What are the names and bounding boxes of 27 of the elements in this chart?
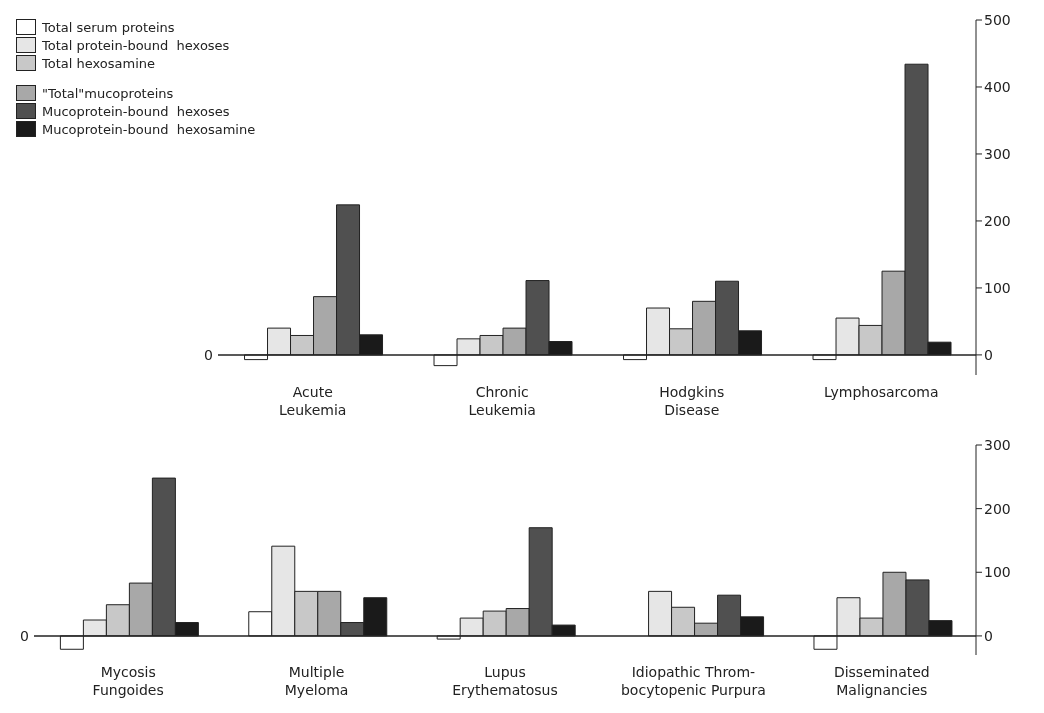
y-tick-label: 200: [984, 500, 1011, 517]
x-tick-label: Acute Leukemia: [279, 384, 347, 418]
x-tick-label: Lupus Erythematosus: [452, 664, 558, 698]
y-tick-label: 500: [984, 11, 1011, 28]
text: 0: [20, 627, 29, 644]
y-tick-label: 200: [984, 212, 1011, 229]
x-tick-label: Chronic Leukemia: [468, 384, 536, 418]
legend-label: Total serum proteins: [42, 19, 175, 35]
legend-label: Mucoprotein-bound hexoses: [42, 103, 230, 119]
y-tick-label: 0: [984, 627, 993, 644]
legend-label: Mucoprotein-bound hexosamine: [42, 121, 256, 137]
legend-label: Total protein-bound hexoses: [42, 37, 230, 53]
y-tick-label: 400: [984, 78, 1011, 95]
x-tick-label: Disseminated Malignancies: [833, 664, 930, 698]
y-tick-label: 0: [984, 346, 993, 363]
y-tick-label: 300: [984, 145, 1011, 162]
legend-label: Total hexosamine: [42, 55, 156, 71]
legend-label: "Total"mucoproteins: [42, 85, 174, 101]
y-tick-label: 300: [984, 436, 1011, 453]
y-tick-label: 100: [984, 279, 1011, 296]
x-tick-label: Idiopathic Throm- bocytopenic Purpura: [620, 664, 766, 698]
x-tick-label: Multiple Myeloma: [284, 664, 349, 698]
x-tick-label: Mycosis Fungoides: [92, 664, 164, 698]
x-tick-label: Hodgkins Disease: [659, 384, 725, 418]
text: 0: [204, 346, 213, 363]
x-tick-label: Lymphosarcoma: [823, 384, 939, 400]
y-tick-label: 100: [984, 564, 1011, 581]
